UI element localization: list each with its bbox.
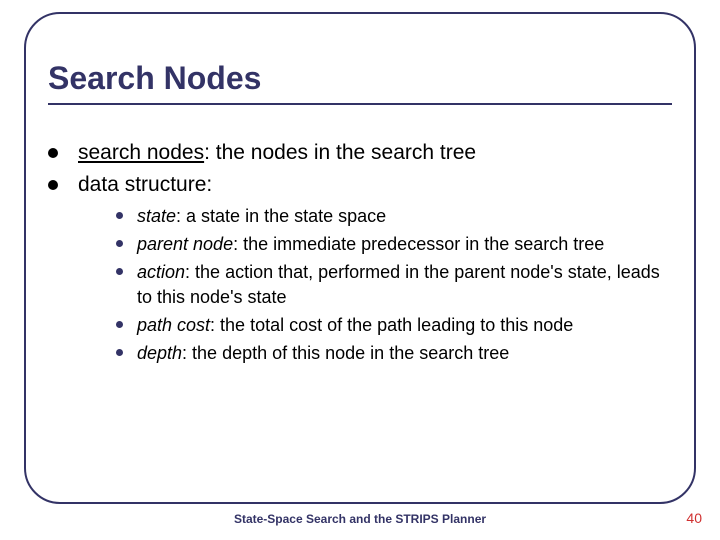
term: action: [137, 262, 185, 282]
title-underline: [48, 103, 672, 105]
list-item-text: search nodes: the nodes in the search tr…: [78, 139, 476, 167]
main-list: search nodes: the nodes in the search tr…: [48, 139, 672, 200]
definition: : a state in the state space: [176, 206, 386, 226]
sub-list-item: parent node: the immediate predecessor i…: [116, 232, 672, 256]
term: depth: [137, 343, 182, 363]
page-number: 40: [686, 510, 702, 526]
list-item-text: data structure:: [78, 171, 212, 199]
sub-item-text: path cost: the total cost of the path le…: [137, 313, 573, 337]
sub-list-item: state: a state in the state space: [116, 204, 672, 228]
bullet-icon: [48, 180, 58, 190]
sub-list: state: a state in the state space parent…: [116, 204, 672, 366]
list-item: search nodes: the nodes in the search tr…: [48, 139, 672, 167]
sub-list-item: path cost: the total cost of the path le…: [116, 313, 672, 337]
bullet-icon: [48, 148, 58, 158]
sub-list-item: action: the action that, performed in th…: [116, 260, 672, 309]
definition: : the total cost of the path leading to …: [210, 315, 573, 335]
footer-text: State-Space Search and the STRIPS Planne…: [0, 512, 720, 526]
sub-item-text: state: a state in the state space: [137, 204, 386, 228]
definition: : the depth of this node in the search t…: [182, 343, 509, 363]
underlined-term: search nodes: [78, 141, 204, 164]
slide-title: Search Nodes: [48, 60, 672, 97]
term: path cost: [137, 315, 210, 335]
sub-bullet-icon: [116, 212, 123, 219]
sub-item-text: parent node: the immediate predecessor i…: [137, 232, 604, 256]
sub-bullet-icon: [116, 349, 123, 356]
list-item: data structure:: [48, 171, 672, 199]
definition: : the action that, performed in the pare…: [137, 262, 660, 306]
item-rest: : the nodes in the search tree: [204, 141, 476, 164]
sub-bullet-icon: [116, 240, 123, 247]
sub-bullet-icon: [116, 268, 123, 275]
slide-content: Search Nodes search nodes: the nodes in …: [48, 60, 672, 369]
sub-item-text: depth: the depth of this node in the sea…: [137, 341, 509, 365]
term: state: [137, 206, 176, 226]
term: parent node: [137, 234, 233, 254]
definition: : the immediate predecessor in the searc…: [233, 234, 604, 254]
sub-list-item: depth: the depth of this node in the sea…: [116, 341, 672, 365]
sub-item-text: action: the action that, performed in th…: [137, 260, 672, 309]
sub-bullet-icon: [116, 321, 123, 328]
